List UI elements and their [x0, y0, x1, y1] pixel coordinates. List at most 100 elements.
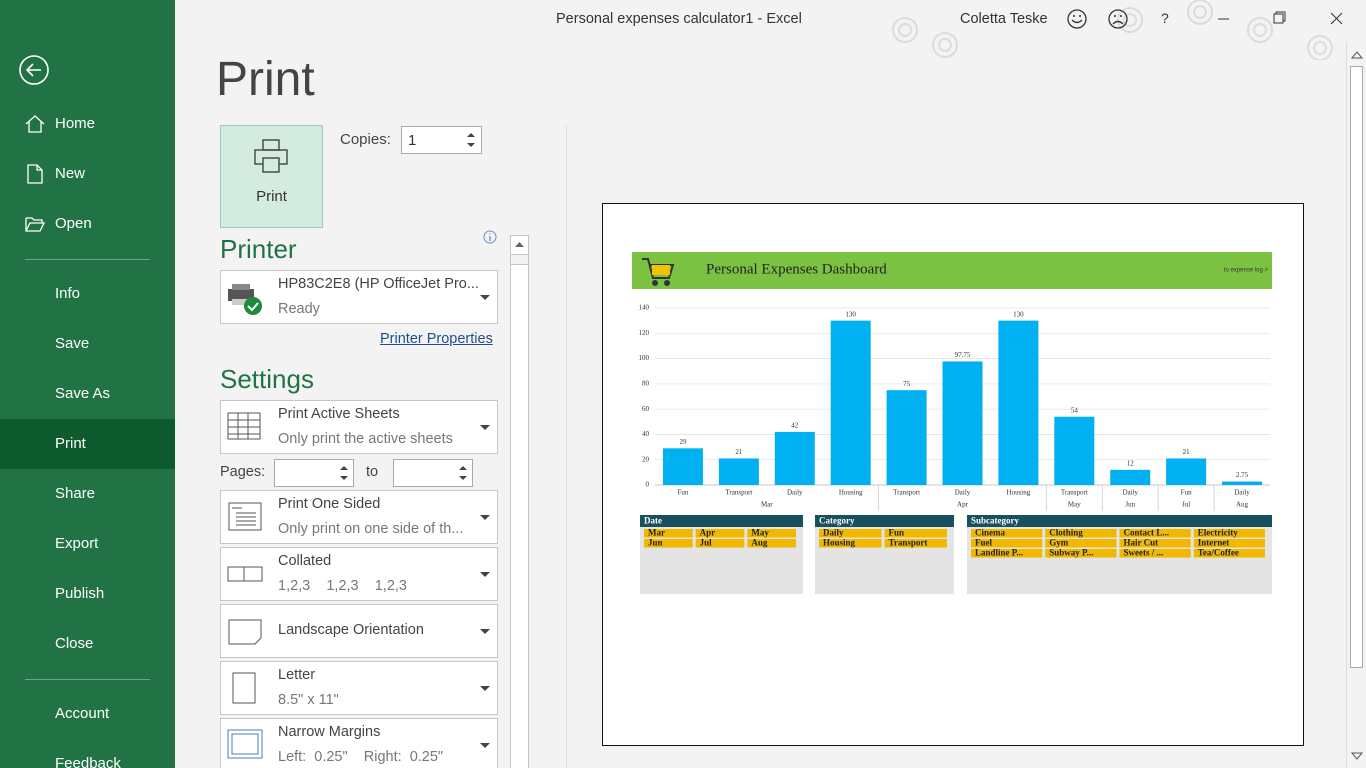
spinner[interactable] [337, 462, 351, 484]
slicer-item[interactable] [644, 539, 693, 548]
help-button[interactable]: ? [1161, 10, 1169, 26]
scroll-thumb[interactable] [1350, 66, 1363, 668]
nav-item[interactable]: Export [55, 535, 99, 552]
nav-item[interactable]: Save [55, 335, 90, 352]
spinner[interactable] [464, 129, 478, 151]
dashboard-header [632, 252, 1272, 289]
slicer-item-label[interactable]: Electricity [1198, 528, 1238, 538]
spinner[interactable] [456, 462, 470, 484]
expense-log-link[interactable]: to expense log > [1224, 268, 1269, 274]
slicer-item-label[interactable]: Cinema [975, 528, 1005, 538]
slicer-item[interactable] [747, 539, 796, 548]
sheets-icon [227, 412, 261, 440]
option-title: Collated [278, 553, 332, 569]
slicer-item-label[interactable]: Clothing [1049, 528, 1083, 538]
option-subtitle: 8.5" x 11" [278, 692, 339, 708]
slicer-item-label[interactable]: Fuel [975, 538, 992, 548]
nav-item[interactable]: Feedback [55, 755, 121, 768]
nav-item[interactable]: Open [55, 215, 92, 232]
slicer-item-label[interactable]: Contact L... [1124, 528, 1170, 538]
printer-dropdown[interactable]: HP83C2E8 (HP OfficeJet Pro... Ready [220, 270, 498, 324]
slicer-item-label[interactable]: Subway P... [1049, 548, 1093, 558]
slicer-item-label[interactable]: Housing [823, 538, 856, 548]
settings-scrollbar[interactable] [510, 235, 529, 768]
data-label: 29 [679, 438, 687, 446]
nav-item[interactable]: Publish [55, 585, 105, 602]
copies-input[interactable]: 1 [401, 126, 482, 154]
slicer-item[interactable] [644, 529, 693, 538]
printer-properties-link[interactable]: Printer Properties [380, 331, 493, 347]
settings-dropdown[interactable]: Collated 1,2,3 1,2,3 1,2,3 [220, 547, 498, 601]
slicer-item-label[interactable]: Tea/Coffee [1198, 548, 1239, 558]
back-button[interactable] [18, 54, 50, 86]
slicer-item-label[interactable]: Jun [648, 538, 663, 548]
slicer-item[interactable] [1193, 549, 1265, 558]
slicer-item-label[interactable]: Mar [648, 528, 665, 538]
slicer-item[interactable] [695, 539, 745, 548]
nav-item[interactable]: Print [55, 435, 86, 452]
scroll-up[interactable] [511, 236, 528, 255]
settings-dropdown[interactable]: Print One Sided Only print on one side o… [220, 490, 498, 544]
settings-dropdown[interactable]: Narrow Margins Left: 0.25" Right: 0.25" [220, 718, 498, 768]
slicer-item-label[interactable]: Transport [889, 538, 928, 548]
scroll-thumb[interactable] [511, 264, 528, 768]
slicer-item-label[interactable]: Sweets / ... [1124, 548, 1164, 558]
settings-dropdown[interactable]: Print Active Sheets Only print the activ… [220, 400, 498, 454]
nav-item[interactable]: Home [55, 115, 96, 132]
settings-dropdown[interactable]: Landscape Orientation [220, 604, 498, 658]
slicer-item-label[interactable]: Fun [889, 528, 905, 538]
slicer-item[interactable] [1193, 539, 1265, 548]
option-title: Narrow Margins [278, 724, 381, 740]
nav-item[interactable]: Info [55, 285, 81, 302]
nav-item[interactable]: New [55, 165, 86, 182]
pages-to-input[interactable] [393, 459, 473, 487]
slicer-item-label[interactable]: Hair Cut [1124, 538, 1159, 548]
nav-item[interactable]: Account [55, 705, 110, 722]
slicer-item[interactable] [1045, 549, 1117, 558]
slicer-title: Subcategory [971, 516, 1019, 526]
pages-from-input[interactable] [274, 459, 354, 487]
slicer-item-label[interactable]: Gym [1049, 538, 1069, 548]
nav-item[interactable]: Save As [55, 385, 111, 402]
slicer-item-label[interactable]: Jul [700, 538, 713, 548]
slicer-item[interactable] [819, 529, 882, 538]
nav-item[interactable]: Close [55, 635, 94, 652]
window-controls[interactable] [1210, 8, 1350, 30]
feedback-icons[interactable] [1066, 8, 1132, 30]
slicer-item[interactable] [819, 539, 882, 548]
slicer-item[interactable] [1119, 529, 1191, 538]
slicer-item[interactable] [971, 539, 1043, 548]
slicer-item[interactable] [1045, 529, 1117, 538]
slicer-item[interactable] [747, 529, 796, 538]
slicer-item[interactable] [695, 529, 745, 538]
slicer-item-label[interactable]: Daily [823, 528, 844, 538]
bar [942, 361, 983, 485]
scroll-up[interactable] [1349, 48, 1365, 62]
slicer-item[interactable] [1119, 539, 1191, 548]
slicer-item[interactable] [1045, 539, 1117, 548]
slicer-item[interactable] [884, 539, 948, 548]
separator [25, 259, 150, 260]
slicer-item[interactable] [971, 529, 1043, 538]
bar [1222, 481, 1263, 485]
scroll-down[interactable] [1349, 749, 1365, 763]
print-button[interactable]: Print [220, 125, 323, 228]
y-tick-label: 100 [639, 354, 650, 362]
slicer-item-label[interactable]: Aug [751, 538, 768, 548]
slicer-item[interactable] [1119, 549, 1191, 558]
x-group-label: Aug [1236, 501, 1249, 509]
preview-scrollbar[interactable] [1346, 42, 1366, 768]
slicer-item-label[interactable]: Landline P... [975, 548, 1023, 558]
slicer-item-label[interactable]: May [751, 528, 769, 538]
print-button-label: Print [256, 188, 287, 205]
info-icon[interactable] [483, 230, 497, 244]
slicer-item[interactable] [971, 549, 1043, 558]
slicer-item-label[interactable]: Internet [1198, 538, 1230, 548]
settings-dropdown[interactable]: Letter 8.5" x 11" [220, 661, 498, 715]
user-name[interactable]: Coletta Teske [960, 11, 1048, 27]
slicer-item[interactable] [1193, 529, 1265, 538]
slicer-header [640, 515, 803, 527]
slicer-item-label[interactable]: Apr [700, 528, 716, 538]
slicer-item[interactable] [884, 529, 948, 538]
nav-item[interactable]: Share [55, 485, 96, 502]
